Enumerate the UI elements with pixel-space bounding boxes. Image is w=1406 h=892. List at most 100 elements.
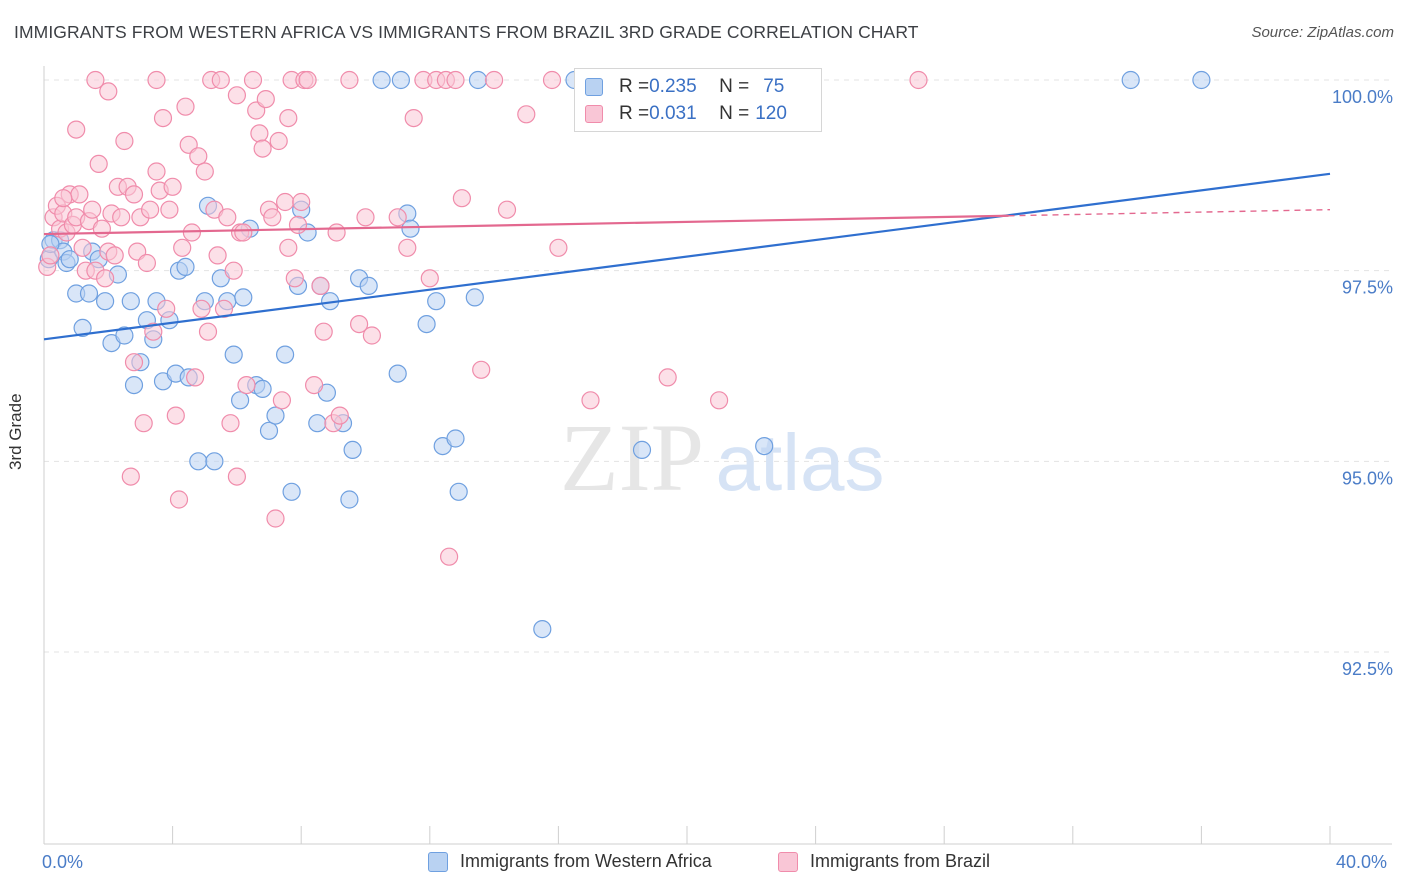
data-point <box>121 467 140 486</box>
y-tick-label: 97.5% <box>1342 278 1393 298</box>
data-point <box>205 452 224 471</box>
trend-lines <box>43 172 1331 341</box>
data-point <box>99 82 118 101</box>
legend-label: Immigrants from Western Africa <box>460 851 712 871</box>
data-point <box>253 139 272 158</box>
data-point <box>234 288 253 307</box>
data-point <box>115 131 134 151</box>
data-point <box>350 315 369 334</box>
legend-swatch-blue <box>428 851 448 872</box>
data-point <box>401 219 420 238</box>
data-point <box>276 345 295 364</box>
data-point <box>263 208 282 227</box>
gridlines <box>44 79 1392 653</box>
data-point <box>147 70 166 90</box>
data-point <box>214 299 234 318</box>
data-point <box>253 379 272 398</box>
data-point <box>198 322 218 341</box>
data-point <box>176 97 195 116</box>
data-point <box>157 299 176 318</box>
data-point <box>440 547 459 566</box>
data-point <box>41 246 60 265</box>
data-point <box>1192 70 1211 90</box>
data-point <box>231 391 250 410</box>
data-point <box>549 238 568 257</box>
data-point <box>327 223 346 242</box>
legend-label: Immigrants from Brazil <box>810 851 991 871</box>
data-point <box>124 353 144 372</box>
data-point <box>256 89 275 109</box>
y-tick-label: 95.0% <box>1342 468 1393 488</box>
data-point <box>755 437 774 456</box>
data-point <box>388 364 407 383</box>
r-value: 0.031 <box>649 103 697 124</box>
data-point <box>92 219 112 238</box>
data-point <box>137 253 156 273</box>
data-point <box>134 414 153 433</box>
data-point <box>398 238 417 257</box>
data-point <box>517 105 536 124</box>
stats-row-western-africa: R = 0.235 N = 75 <box>585 74 784 100</box>
data-point <box>141 200 160 219</box>
data-point <box>79 284 99 303</box>
data-point <box>70 185 89 204</box>
data-point <box>153 108 173 128</box>
data-point <box>391 70 410 90</box>
legend-item-brazil[interactable]: Immigrants from Brazil <box>778 851 990 872</box>
data-point <box>359 276 378 295</box>
data-point <box>211 70 230 90</box>
data-point <box>160 200 179 219</box>
data-point <box>237 376 256 395</box>
data-point <box>105 246 124 265</box>
data-point <box>234 223 253 242</box>
r-label: R = <box>619 76 650 97</box>
watermark-zip: ZIP <box>560 404 704 511</box>
data-point <box>292 192 311 212</box>
data-point <box>388 208 407 227</box>
data-point <box>86 70 105 90</box>
source-label: Source: ZipAtlas.com <box>1251 24 1394 41</box>
data-point <box>243 70 263 90</box>
data-point <box>124 376 144 395</box>
data-point <box>485 70 504 90</box>
stats-row-brazil: R = 0.031 N = 120 <box>585 101 787 127</box>
data-point <box>218 208 237 227</box>
data-point <box>1121 70 1140 90</box>
data-point <box>73 318 92 337</box>
data-point <box>176 257 195 276</box>
data-point <box>340 490 359 509</box>
x-tick-label-max: 40.0% <box>1336 852 1388 872</box>
data-point <box>250 124 269 143</box>
data-point <box>169 490 189 509</box>
data-point <box>285 269 304 288</box>
data-point <box>163 177 182 196</box>
data-point <box>121 292 140 311</box>
trend-line-brazil-extension <box>1008 208 1331 217</box>
data-point <box>282 482 301 501</box>
data-point <box>224 261 243 280</box>
data-point <box>446 70 465 90</box>
data-point <box>115 326 134 345</box>
data-point <box>227 467 246 486</box>
chart-title: IMMIGRANTS FROM WESTERN AFRICA VS IMMIGR… <box>14 22 919 42</box>
data-point <box>452 189 471 208</box>
data-point <box>279 238 298 257</box>
y-tick-label: 100.0% <box>1332 87 1393 107</box>
y-tick-label: 92.5% <box>1342 659 1393 679</box>
data-point <box>356 208 375 227</box>
legend-item-western-africa[interactable]: Immigrants from Western Africa <box>428 851 712 872</box>
data-point <box>73 238 92 257</box>
data-point <box>279 108 298 128</box>
data-point <box>465 288 484 307</box>
data-point <box>83 200 102 219</box>
series-western-africa <box>39 70 1211 639</box>
data-point <box>195 162 214 181</box>
data-point <box>404 108 423 128</box>
data-point <box>266 406 285 425</box>
data-point <box>166 406 185 425</box>
data-point <box>95 292 115 311</box>
data-point <box>144 322 163 341</box>
data-point <box>449 482 468 501</box>
data-point <box>189 452 208 471</box>
